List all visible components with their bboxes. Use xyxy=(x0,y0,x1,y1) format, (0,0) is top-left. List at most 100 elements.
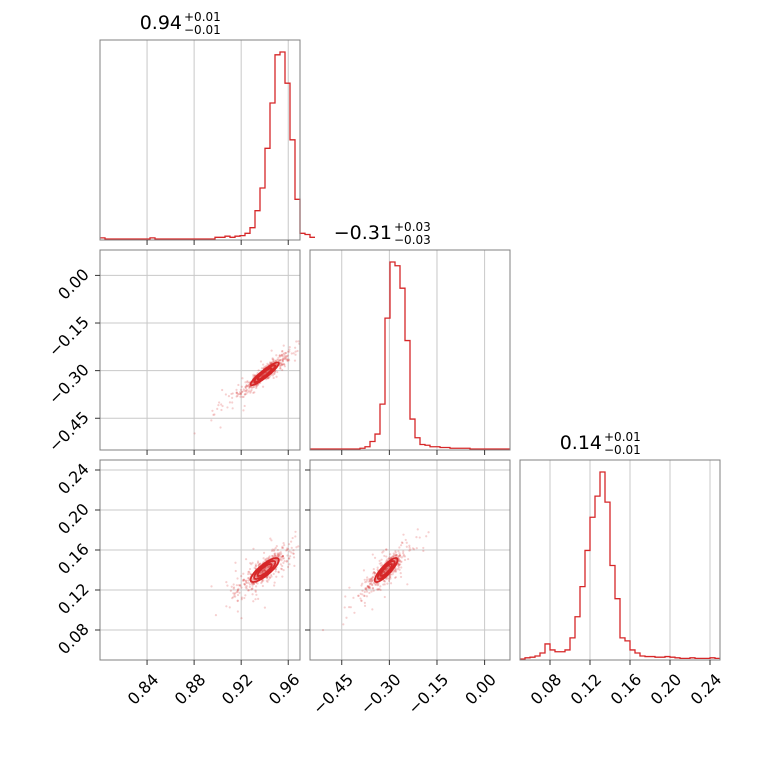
scatter-point xyxy=(239,393,242,396)
scatter-point xyxy=(294,530,297,533)
scatter-point xyxy=(252,600,255,603)
scatter-point xyxy=(284,351,287,355)
scatter-point xyxy=(287,547,290,551)
scatter-point xyxy=(277,358,280,362)
scatter-point xyxy=(211,409,214,412)
scatter-point xyxy=(370,576,373,580)
scatter-point xyxy=(244,558,248,561)
scatter-point xyxy=(244,387,248,390)
scatter-point xyxy=(362,569,366,572)
scatter-point xyxy=(273,584,276,587)
scatter-point xyxy=(398,568,401,571)
scatter-point xyxy=(398,554,402,557)
scatter-point xyxy=(384,568,388,571)
scatter-point xyxy=(243,393,247,396)
contour-level xyxy=(253,364,277,384)
scatter-point xyxy=(290,551,293,554)
y-tick-label: 0.16 xyxy=(54,539,93,578)
scatter-point xyxy=(282,357,285,360)
contour-level xyxy=(253,560,277,580)
scatter-point xyxy=(239,388,242,391)
scatter-point xyxy=(250,582,254,586)
scatter-point xyxy=(247,576,251,580)
scatter-point xyxy=(364,581,367,584)
scatter-point xyxy=(261,570,264,574)
scatter-point xyxy=(262,373,265,376)
contour-level xyxy=(256,367,273,381)
scatter-point xyxy=(212,413,215,417)
scatter-point xyxy=(252,386,255,389)
scatter-point xyxy=(281,555,285,558)
scatter-point xyxy=(402,552,405,555)
scatter-point xyxy=(236,590,239,593)
scatter-point xyxy=(240,598,243,601)
x-tick-label: 0.16 xyxy=(607,670,646,709)
scatter-point xyxy=(376,588,379,591)
scatter-point xyxy=(242,579,245,582)
scatter-point xyxy=(395,554,398,557)
scatter-point xyxy=(235,392,238,395)
scatter-point xyxy=(267,578,270,581)
scatter-point xyxy=(225,581,228,584)
scatter-point xyxy=(353,611,356,614)
scatter-point xyxy=(234,595,237,598)
scatter-point xyxy=(254,590,257,593)
scatter-point xyxy=(365,586,368,590)
scatter-point xyxy=(243,389,246,392)
scatter-point xyxy=(369,578,372,581)
scatter-point xyxy=(242,409,245,412)
scatter-point xyxy=(379,585,382,588)
scatter-point xyxy=(396,568,399,571)
scatter-point xyxy=(288,543,291,546)
scatter-point xyxy=(399,563,402,566)
scatter-point xyxy=(231,407,234,410)
scatter-point xyxy=(418,536,421,539)
scatter-point xyxy=(387,565,390,569)
scatter-point xyxy=(236,394,239,398)
scatter-point xyxy=(279,364,282,367)
scatter-point xyxy=(412,548,416,551)
scatter-point xyxy=(280,363,284,367)
scatter-point xyxy=(275,558,278,561)
scatter-point xyxy=(246,391,249,394)
scatter-point xyxy=(371,576,375,579)
scatter-point xyxy=(263,569,266,572)
histogram-p2 xyxy=(520,471,720,660)
scatter-point xyxy=(387,557,390,560)
scatter-point xyxy=(228,606,231,609)
scatter-point xyxy=(374,583,378,586)
scatter-point xyxy=(378,575,381,579)
scatter-point xyxy=(352,596,355,599)
scatter-point xyxy=(247,570,250,574)
scatter-point xyxy=(261,385,265,388)
scatter-point xyxy=(220,403,223,406)
scatter-point xyxy=(386,577,389,580)
scatter-point xyxy=(411,547,415,550)
scatter-point xyxy=(394,570,398,573)
scatter-point xyxy=(254,585,258,588)
scatter-point xyxy=(360,599,363,602)
scatter-point xyxy=(415,547,418,550)
scatter-point xyxy=(371,583,374,586)
scatter-point xyxy=(287,557,291,560)
scatter-point xyxy=(270,575,273,578)
scatter-point xyxy=(279,551,282,554)
scatter-point xyxy=(251,561,254,564)
scatter-point xyxy=(367,585,370,588)
panel-title-value: −0.31 xyxy=(334,222,392,244)
scatter-point xyxy=(398,563,401,566)
scatter-point xyxy=(388,577,391,580)
scatter-point xyxy=(389,553,392,556)
scatter-point xyxy=(239,584,242,587)
scatter-point xyxy=(386,582,389,585)
scatter-point xyxy=(280,552,283,556)
scatter-point xyxy=(368,591,371,595)
panel-frame xyxy=(519,459,721,661)
scatter-point xyxy=(366,586,369,589)
scatter-point xyxy=(274,568,277,571)
scatter-point xyxy=(363,594,366,598)
scatter-point xyxy=(256,561,260,564)
scatter-point xyxy=(234,591,237,595)
scatter-point xyxy=(402,550,405,553)
scatter-point xyxy=(394,550,397,553)
